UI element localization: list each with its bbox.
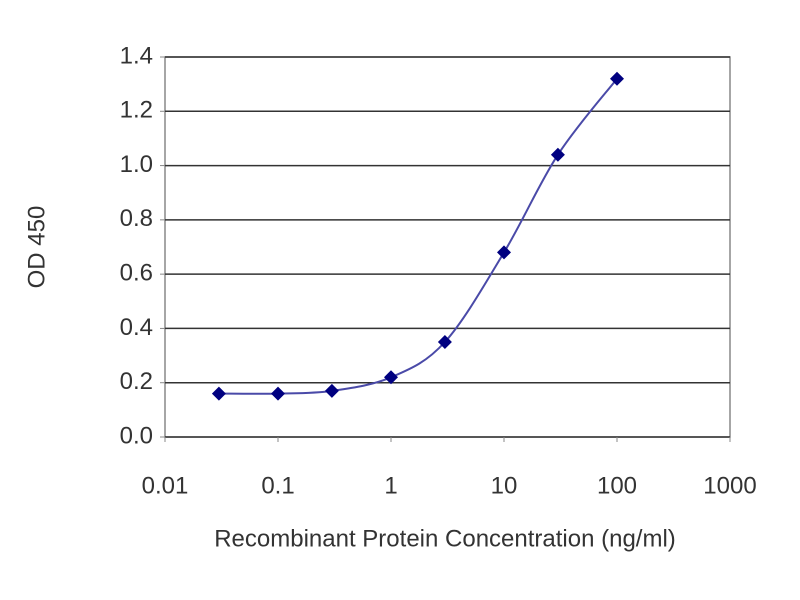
y-tick-label: 1.2: [120, 97, 153, 124]
y-tick-label: 0.8: [120, 205, 153, 232]
x-tick-label: 0.1: [261, 472, 294, 499]
data-point: [384, 370, 398, 385]
data-point: [324, 383, 339, 398]
data-point: [437, 335, 452, 349]
y-axis-label: OD 450: [23, 206, 50, 289]
y-tick-label: 0.2: [120, 368, 153, 395]
data-point: [497, 245, 511, 260]
y-tick-label: 1.0: [120, 151, 153, 178]
plot-area: [164, 56, 731, 438]
x-tick-label: 100: [597, 472, 637, 499]
data-point: [550, 147, 565, 162]
y-tick-label: 0.6: [120, 259, 153, 286]
y-tick-label: 0.4: [120, 314, 153, 341]
data-point: [211, 386, 226, 401]
data-point: [271, 386, 285, 401]
x-tick-label: 10: [491, 472, 518, 499]
y-tick-label: 1.4: [120, 42, 153, 69]
x-axis-label: Recombinant Protein Concentration (ng/ml…: [214, 525, 676, 552]
x-tick-label: 0.01: [142, 472, 189, 499]
x-tick-label: 1000: [703, 472, 756, 499]
y-tick-label: 0.0: [120, 422, 153, 449]
x-tick-label: 1: [384, 472, 397, 499]
data-point: [610, 71, 624, 86]
